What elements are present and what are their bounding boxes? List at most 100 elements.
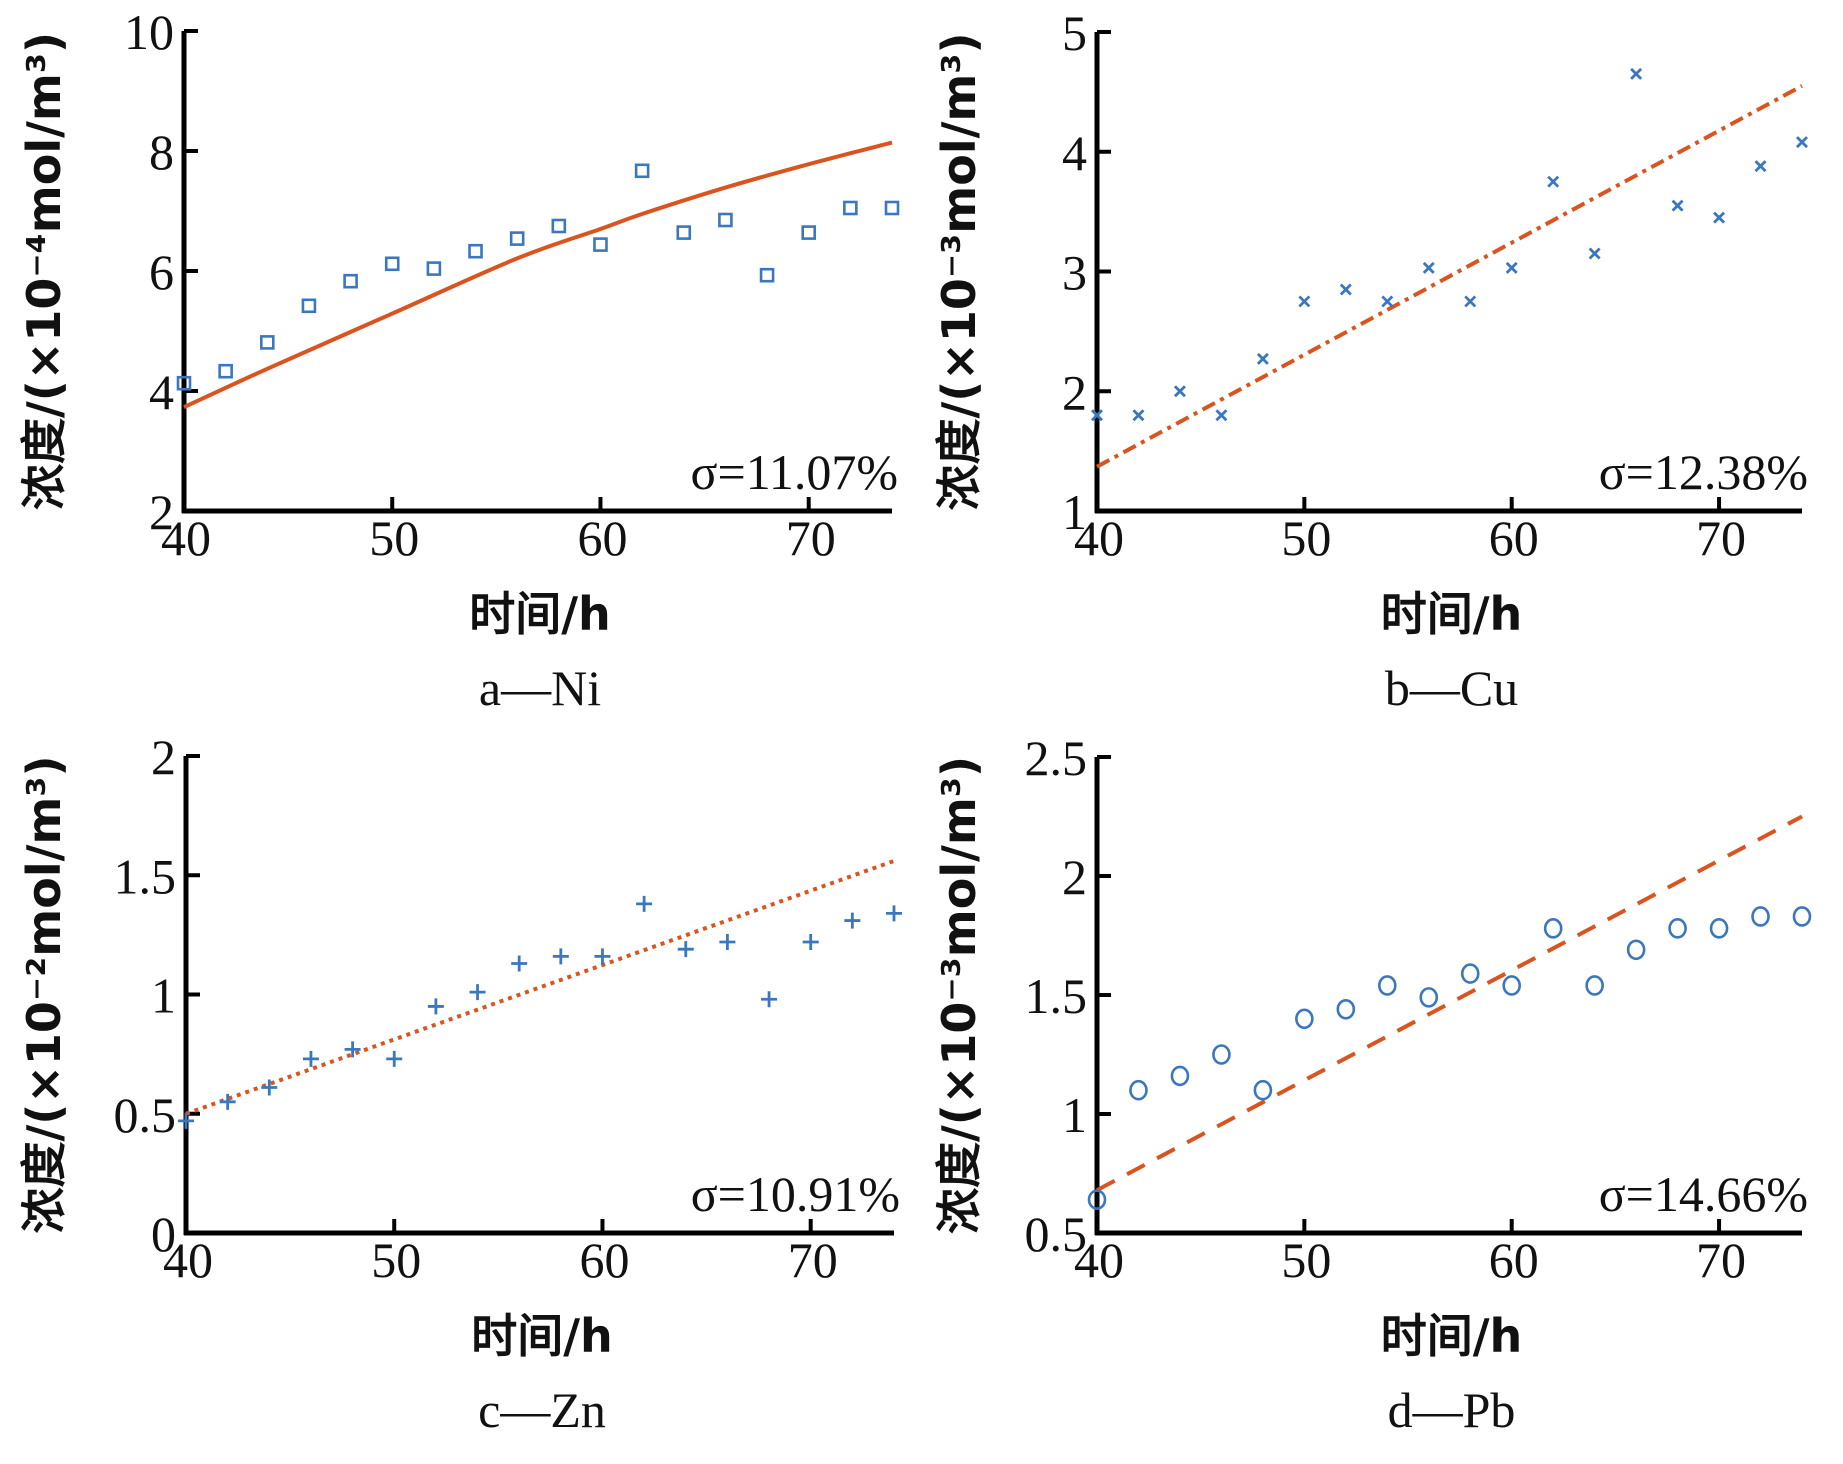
- data-point: [386, 1050, 403, 1067]
- data-point: [301, 298, 317, 314]
- x-tick-label: 40: [1074, 510, 1124, 566]
- data-point: [343, 273, 358, 289]
- data-point: [1170, 1065, 1190, 1087]
- y-axis-title: 浓度/(×10⁻³mol/m³): [932, 756, 986, 1234]
- data-point: [1464, 295, 1477, 308]
- x-tick-label: 60: [1489, 510, 1539, 566]
- x-tick-label: 60: [1489, 1232, 1539, 1288]
- data-point: [426, 261, 442, 276]
- data-point: [178, 1112, 194, 1129]
- x-axis-title: 时间/h: [469, 587, 611, 641]
- data-point: [259, 335, 275, 350]
- data-point: [1215, 409, 1228, 422]
- y-axis-title: 浓度/(×10⁻³mol/m³): [932, 32, 986, 510]
- fit-curve: [183, 140, 893, 410]
- panel-subtitle: a—Ni: [479, 660, 601, 716]
- data-point: [384, 256, 400, 272]
- y-axis-title: 浓度/(×10⁻⁴mol/m³): [17, 32, 71, 510]
- data-point: [843, 200, 858, 216]
- data-point: [759, 267, 775, 283]
- y-tick-label: 0.5: [1025, 1206, 1088, 1262]
- x-axis-title: 时间/h: [1381, 587, 1523, 641]
- y-tick-label: 1.5: [1025, 968, 1088, 1024]
- data-point: [1543, 918, 1563, 939]
- data-point: [1713, 211, 1726, 224]
- data-point: [1091, 409, 1103, 422]
- data-point: [1087, 1189, 1107, 1210]
- panel-subtitle: b—Cu: [1385, 660, 1518, 716]
- y-tick-label: 1: [1062, 1087, 1087, 1143]
- y-tick-label: 3: [1062, 245, 1087, 301]
- sigma-annotation: σ=10.91%: [691, 1166, 900, 1222]
- data-point: [718, 212, 733, 228]
- sigma-annotation: σ=12.38%: [1599, 444, 1808, 500]
- y-tick-label: 2: [151, 729, 176, 785]
- y-tick-label: 0: [151, 1206, 176, 1262]
- data-point: [1709, 918, 1729, 939]
- data-point: [801, 225, 817, 240]
- data-point: [1505, 261, 1518, 274]
- data-point: [1460, 963, 1480, 984]
- x-tick-label: 70: [788, 1232, 838, 1288]
- y-tick-label: 1.5: [114, 848, 177, 904]
- data-point: [511, 955, 528, 972]
- data-point: [469, 984, 486, 1001]
- data-point: [802, 934, 819, 951]
- data-point: [1295, 1008, 1314, 1030]
- y-tick-label: 6: [149, 244, 174, 300]
- data-point: [1132, 409, 1145, 422]
- x-tick-label: 70: [1696, 1232, 1746, 1288]
- x-tick-label: 50: [369, 510, 419, 566]
- y-tick-label: 2: [1062, 849, 1087, 905]
- data-point: [1502, 975, 1522, 996]
- data-point: [677, 941, 694, 958]
- y-tick-label: 4: [149, 364, 174, 420]
- x-tick-label: 40: [1074, 1232, 1124, 1288]
- y-tick-label: 5: [1062, 5, 1087, 61]
- y-axis-title: 浓度/(×10⁻²mol/m³): [17, 755, 71, 1233]
- data-point: [552, 948, 569, 965]
- data-point: [636, 895, 653, 912]
- data-point: [468, 243, 483, 259]
- panel-b: 1 2 3 4 5 40 50 60 70 时间/h 浓度/(×10⁻³mol/m³) b—Cu σ=1…: [932, 5, 1808, 716]
- x-tick-label: 50: [1281, 1232, 1331, 1288]
- fit-line: [185, 859, 895, 1116]
- data-point: [1336, 998, 1356, 1020]
- data-point: [551, 218, 567, 234]
- x-tick-label: 50: [371, 1232, 421, 1288]
- y-tick-label: 0.5: [114, 1087, 177, 1143]
- y-tick-label: 2: [1062, 364, 1087, 420]
- fit-line: [1096, 814, 1803, 1192]
- data-point: [1796, 136, 1808, 149]
- panel-subtitle: d—Pb: [1388, 1382, 1516, 1438]
- x-axis-title: 时间/h: [471, 1309, 613, 1363]
- fit-line: [1096, 84, 1803, 469]
- data-point: [427, 998, 444, 1015]
- data-point: [884, 200, 900, 216]
- data-point: [1588, 247, 1601, 260]
- x-tick-label: 50: [1281, 510, 1331, 566]
- data-point: [1419, 987, 1439, 1008]
- data-point: [719, 934, 736, 951]
- data-point: [1671, 199, 1684, 212]
- x-axis-title: 时间/h: [1381, 1309, 1523, 1363]
- y-tick-label: 10: [124, 4, 174, 60]
- x-tick-label: 70: [1696, 510, 1746, 566]
- y-tick-label: 4: [1062, 125, 1087, 181]
- data-point: [1256, 352, 1269, 365]
- data-point: [218, 363, 233, 379]
- y-tick-label: 1: [1062, 484, 1087, 540]
- data-point: [1754, 160, 1767, 173]
- y-tick-label: 1: [151, 968, 176, 1024]
- panel-a: 2 4 6 8 10 40 50 60 70 时间/h 浓度/(×10⁻⁴mol/m³) a—Ni σ=…: [17, 4, 900, 716]
- data-point: [1377, 975, 1397, 996]
- data-point: [1668, 918, 1687, 939]
- data-point: [1253, 1079, 1273, 1101]
- data-point: [634, 163, 650, 179]
- x-tick-label: 70: [786, 510, 836, 566]
- data-point: [1792, 906, 1812, 927]
- sigma-annotation: σ=14.66%: [1599, 1166, 1808, 1222]
- x-tick-label: 60: [577, 510, 627, 566]
- data-point: [1173, 385, 1186, 398]
